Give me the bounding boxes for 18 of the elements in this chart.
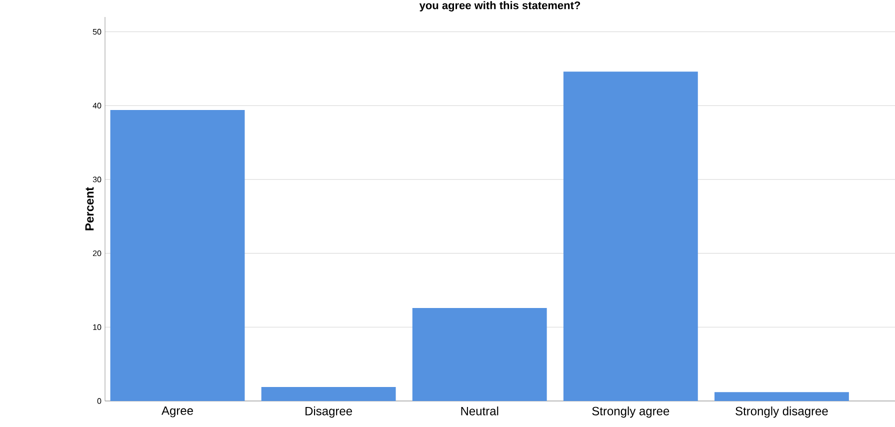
x-tick-label: Strongly agree [592, 406, 670, 418]
y-axis-title: Percent [85, 187, 94, 230]
x-tick-label: Disagree [306, 406, 352, 418]
bar [714, 392, 849, 401]
x-tick-label: Strongly disagree [736, 406, 828, 418]
bar [110, 110, 245, 401]
x-tick-label: Neutral [461, 406, 498, 416]
y-tick-label: 0 [97, 398, 102, 404]
y-tick-label: 20 [92, 250, 102, 256]
y-tick-label: 50 [92, 28, 102, 35]
x-tick-label: Agree [162, 406, 193, 418]
y-tick-label: 10 [93, 324, 102, 330]
chart-title: you agree with this statement? [419, 1, 580, 12]
bar [563, 72, 698, 401]
bar [412, 308, 547, 401]
y-tick-label: 30 [92, 176, 102, 182]
bar [261, 386, 396, 401]
y-tick-label: 40 [92, 102, 102, 108]
